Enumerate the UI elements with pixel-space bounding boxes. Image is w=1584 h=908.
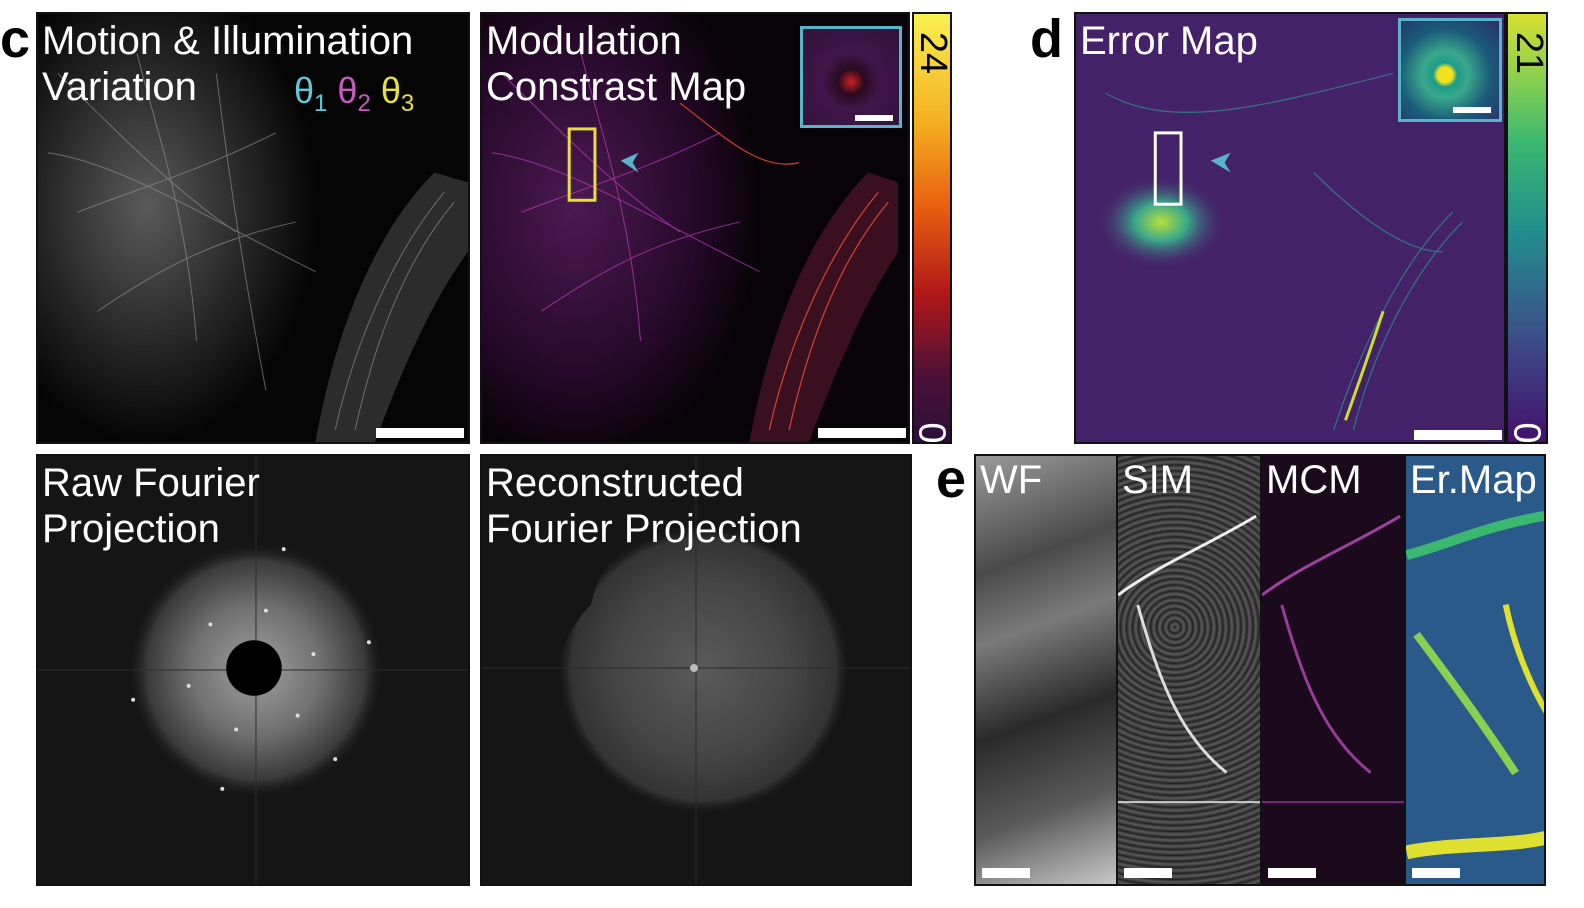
motion-illumination-panel: Motion & Illumination Variation θ1 θ2 θ3 [36,12,470,444]
strip-title: WF [980,458,1043,502]
modulation-contrast-map-panel: Modulation Constrast Map [480,12,910,444]
strip-sim: SIM [1118,456,1262,884]
error-map-strip-structure [1406,511,1544,860]
scale-bar [982,868,1030,878]
inset-scale-bar [1453,107,1491,113]
scale-bar [376,428,464,438]
theta3-label: θ3 [380,70,415,118]
motion-panel-title: Motion & Illumination Variation [42,19,414,109]
reconstructed-fourier-image [482,456,910,884]
comparison-strip-panel: WF SIM MCM Er.Map [974,454,1546,886]
theta-legend: θ1 θ2 θ3 [294,70,414,118]
raw-fourier-title: Raw Fourier Projection [42,461,260,551]
theta1-label: θ1 [294,70,328,118]
strip-error-map: Er.Map [1406,456,1544,884]
panel-label-c: c [0,9,31,69]
scale-bar [818,428,906,438]
scale-bar [1414,430,1502,440]
mcm-panel-title: Modulation Constrast Map [486,19,747,109]
reconstructed-fourier-panel: Reconstructed Fourier Projection [480,454,912,886]
mcm-colorbar: 24 0 [910,12,955,444]
error-map-panel: Error Map [1074,12,1506,444]
raw-fourier-image [38,456,468,884]
error-map-zoom-inset [1398,18,1502,122]
error-map-colorbar-min: 0 [1505,422,1548,444]
strip-title: SIM [1122,458,1194,502]
mcm-structure [1262,514,1404,804]
error-map-title: Error Map [1080,19,1258,63]
theta2-label: θ2 [337,70,371,118]
inset-scale-bar [855,115,893,121]
strip-wf: WF [976,456,1118,884]
microtubule-grayscale-image [38,14,468,442]
panel-label-d: d [1030,9,1063,69]
error-map-colorbar-max: 21 [1508,31,1551,75]
raw-fourier-panel: Raw Fourier Projection [36,454,470,886]
error-map-image [1095,72,1463,431]
reconstructed-fourier-title: Reconstructed Fourier Projection [486,461,802,551]
strip-mcm: MCM [1262,456,1406,884]
strip-title: MCM [1266,458,1362,502]
strip-title: Er.Map [1410,458,1537,502]
sim-structure [1118,514,1260,804]
scale-bar [1412,868,1460,878]
mcm-zoom-inset [800,26,902,128]
mcm-magenta-image [482,14,899,442]
mcm-colorbar-min: 0 [910,422,953,444]
error-map-colorbar: 21 0 [1505,12,1551,444]
scale-bar [1124,868,1172,878]
mcm-colorbar-max: 24 [912,31,955,75]
scale-bar [1268,868,1316,878]
panel-label-e: e [936,449,967,509]
